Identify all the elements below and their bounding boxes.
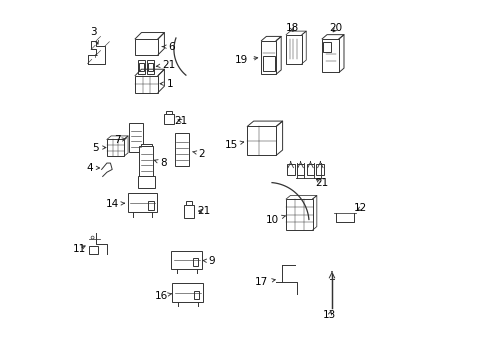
Bar	[147, 63, 152, 71]
Bar	[261, 41, 276, 74]
Bar	[286, 164, 294, 175]
Bar	[263, 56, 274, 71]
Text: 4: 4	[86, 163, 100, 173]
Text: 5: 5	[92, 143, 106, 153]
Text: 16: 16	[155, 291, 171, 301]
Bar	[141, 144, 152, 146]
Text: 2: 2	[192, 149, 204, 158]
Text: 13: 13	[323, 310, 336, 320]
Text: 20: 20	[329, 23, 342, 33]
Bar	[192, 258, 198, 266]
Text: 7: 7	[114, 135, 126, 145]
Bar	[322, 42, 330, 52]
Bar	[148, 201, 153, 210]
Text: 21: 21	[314, 178, 327, 188]
Bar	[139, 146, 153, 176]
Bar	[183, 205, 194, 218]
Bar	[135, 76, 158, 93]
Bar	[107, 139, 123, 156]
Bar	[138, 60, 145, 74]
Bar	[285, 35, 302, 64]
Text: 17: 17	[254, 277, 275, 287]
Bar	[185, 201, 192, 205]
Bar	[306, 164, 314, 175]
Bar	[139, 63, 144, 71]
Text: 12: 12	[354, 203, 367, 213]
Bar	[247, 126, 276, 155]
Bar	[166, 111, 172, 114]
Text: 14: 14	[105, 199, 124, 209]
Text: 21: 21	[197, 206, 210, 216]
Bar	[135, 39, 158, 55]
Text: 11: 11	[73, 244, 86, 254]
Text: 1: 1	[160, 79, 173, 89]
Bar	[129, 123, 142, 152]
Bar	[316, 164, 324, 175]
Bar	[285, 199, 312, 230]
Text: 3: 3	[90, 27, 98, 44]
Bar	[174, 134, 189, 166]
Text: 18: 18	[285, 23, 298, 33]
Text: 21: 21	[174, 116, 187, 126]
Text: 19: 19	[235, 55, 257, 65]
Text: 10: 10	[265, 215, 285, 225]
Text: 15: 15	[224, 140, 243, 150]
Text: 21: 21	[156, 60, 175, 69]
Bar	[296, 164, 304, 175]
Bar	[171, 251, 202, 269]
Bar	[194, 291, 199, 299]
Bar	[146, 60, 154, 74]
Bar	[172, 283, 203, 302]
Text: 9: 9	[203, 256, 215, 266]
Text: 6: 6	[162, 42, 174, 51]
Text: 8: 8	[154, 158, 167, 168]
Bar	[128, 193, 157, 212]
Bar	[138, 176, 155, 188]
Bar	[164, 114, 174, 123]
Bar	[88, 246, 98, 254]
Bar	[322, 39, 338, 72]
